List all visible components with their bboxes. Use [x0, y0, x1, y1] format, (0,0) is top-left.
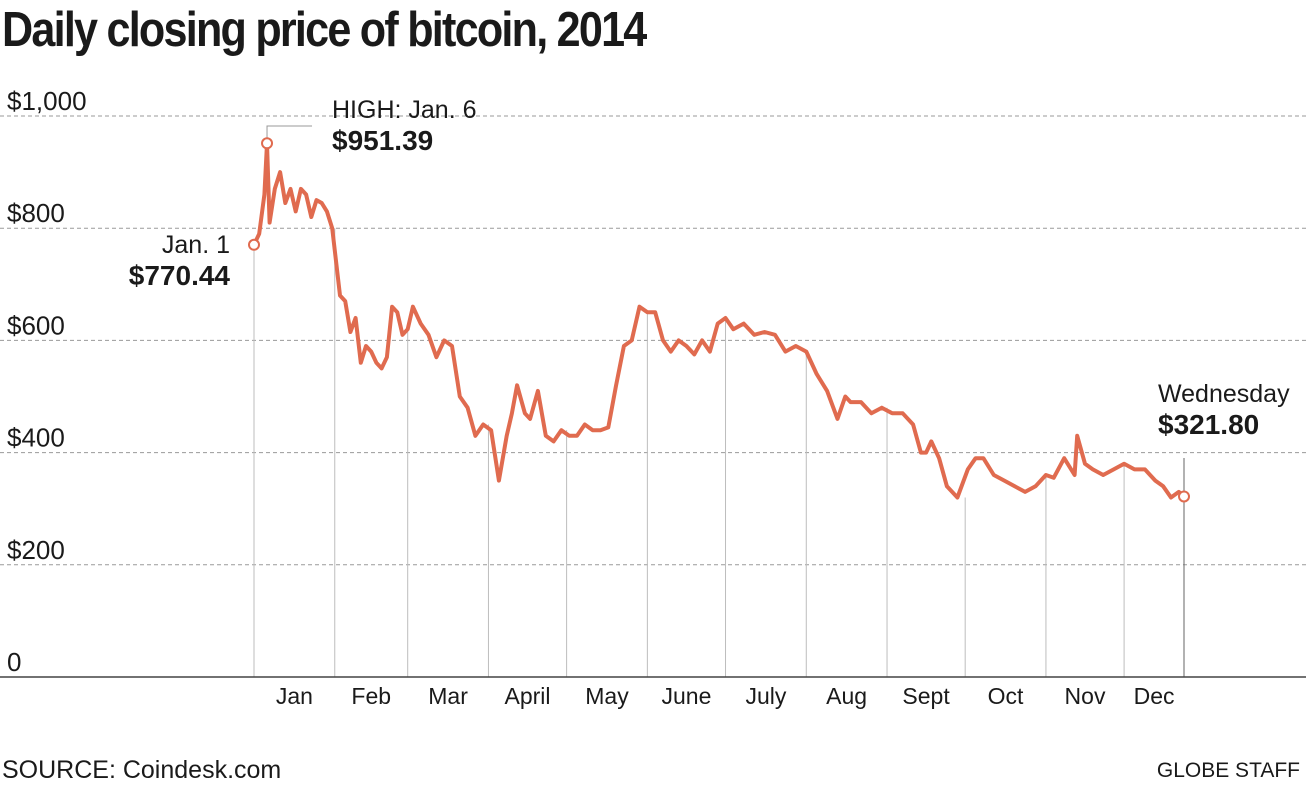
source-note: SOURCE: Coindesk.com — [2, 756, 282, 784]
start-marker — [248, 238, 260, 251]
x-tick-label: Mar — [428, 683, 468, 709]
x-tick-label: April — [505, 683, 551, 709]
annotation-start: Jan. 1 $770.44 — [129, 231, 230, 292]
annotation-start-value: $770.44 — [128, 260, 230, 291]
gridlines — [0, 115, 1306, 566]
chart-title: Daily closing price of bitcoin, 2014 — [2, 3, 647, 57]
x-tick-label: Sept — [902, 683, 950, 709]
y-tick-label: $600 — [7, 310, 65, 340]
annotation-high-value: $951.39 — [332, 125, 434, 156]
annotation-start-label: Jan. 1 — [161, 231, 230, 259]
y-tick-label: 0 — [7, 647, 21, 677]
y-tick-label: $1,000 — [7, 86, 87, 116]
x-tick-label: Oct — [988, 683, 1024, 709]
annotation-high-label: HIGH: Jan. 6 — [332, 96, 477, 124]
y-tick-label: $800 — [7, 198, 65, 228]
x-tick-label: Nov — [1065, 683, 1106, 709]
x-tick-label: Feb — [351, 683, 391, 709]
x-tick-label: July — [745, 683, 786, 709]
x-tick-label: Jan — [276, 683, 313, 709]
annotation-end-label: Wednesday — [1158, 380, 1290, 408]
x-tick-label: June — [661, 683, 711, 709]
x-axis-tick-labels: Jan Feb Mar April May June July Aug Sept Oct Nov De… — [276, 683, 1175, 709]
high-marker — [261, 137, 274, 150]
x-tick-label: Dec — [1134, 683, 1175, 709]
annotation-end-value: $321.80 — [1158, 409, 1260, 440]
end-marker — [1178, 490, 1190, 503]
x-tick-label: Aug — [826, 683, 867, 709]
month-divider-lines — [253, 228, 1185, 677]
x-tick-label: May — [585, 683, 629, 709]
credit-note: GLOBE STAFF — [1156, 759, 1300, 782]
high-leader — [266, 125, 313, 144]
annotation-high: HIGH: Jan. 6 $951.39 — [332, 96, 477, 157]
price-line — [252, 141, 1186, 500]
annotation-end: Wednesday $321.80 — [1158, 380, 1290, 441]
annotation-markers — [248, 137, 1190, 503]
y-axis-tick-labels: 0 $200 $400 $600 $800 $1,000 — [7, 86, 87, 677]
y-tick-label: $200 — [7, 535, 65, 565]
y-tick-label: $400 — [7, 423, 65, 453]
annotation-leaders — [266, 125, 313, 144]
